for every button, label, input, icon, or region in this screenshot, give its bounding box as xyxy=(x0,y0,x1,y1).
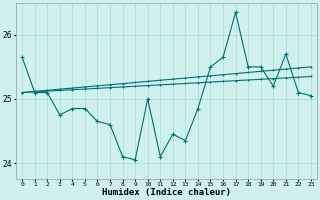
X-axis label: Humidex (Indice chaleur): Humidex (Indice chaleur) xyxy=(102,188,231,197)
